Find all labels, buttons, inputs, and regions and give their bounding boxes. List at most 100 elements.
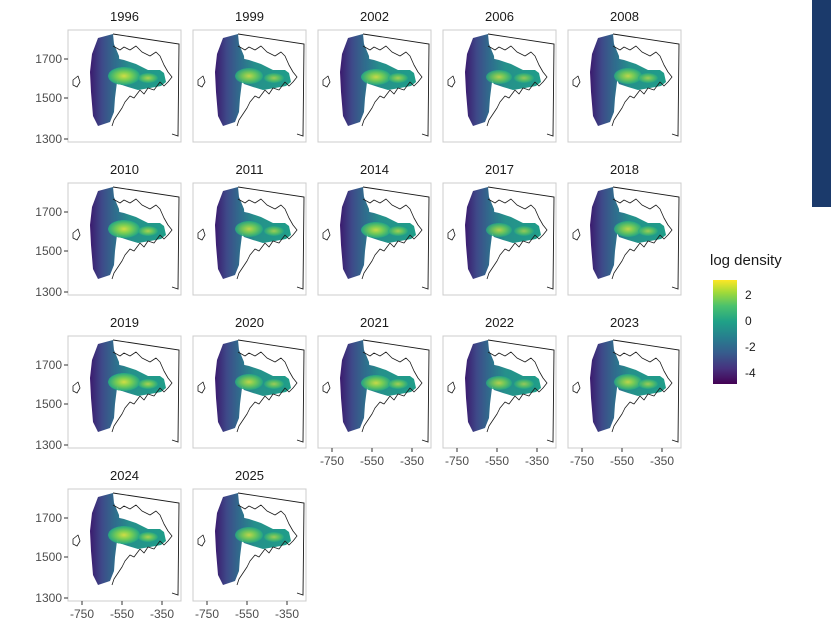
panel-2002 [317,29,432,143]
x-tick-label: -750 [70,607,94,621]
legend-tick [737,295,742,296]
region-outline [237,339,305,443]
island-outline [322,381,331,394]
density-hotspot [108,373,140,391]
density-region-west [215,340,245,432]
region-outline [362,339,430,443]
panel-1996 [67,29,182,143]
y-tick-label: 1700 [35,358,62,372]
island-outline [322,228,331,241]
coastline [361,45,423,127]
density-hotspot [138,73,158,83]
density-hotspot [235,374,263,390]
density-hotspot [388,226,408,236]
y-tick-label: 1300 [35,132,62,146]
density-hotspot [486,70,512,84]
island-outline [72,534,81,547]
panel-frame [192,335,307,449]
x-tick-label: -550 [110,607,134,621]
density-region-west [90,340,120,432]
region-outline [612,339,680,443]
panel-title: 2014 [360,162,389,177]
density-hotspot [388,379,408,389]
density-region-west [590,340,620,432]
legend-tick [737,373,742,374]
island-outline [447,75,456,88]
x-tick-label: -550 [485,454,509,468]
panel-2019 [67,335,182,449]
panel-frame [192,488,307,602]
density-hotspot [514,379,534,389]
coastline [361,351,423,433]
y-tick-label: 1700 [35,205,62,219]
density-region-west [215,187,245,279]
density-hotspot [108,67,140,85]
y-tick-label: 1500 [35,397,62,411]
density-hotspot [486,223,512,237]
density-hotspot [138,379,158,389]
panel-title: 2002 [360,9,389,24]
density-hotspot [638,73,658,83]
panel-2008 [567,29,682,143]
panel-2024 [67,488,182,602]
x-tick-label: -350 [400,454,424,468]
density-hotspot [638,226,658,236]
region-outline [237,492,305,596]
density-hotspot [514,73,534,83]
panel-2022 [442,335,557,449]
density-region-west [465,34,495,126]
region-outline [112,33,180,137]
panel-frame [442,182,557,296]
coastline [236,504,298,586]
region-outline [237,33,305,137]
region-outline [112,186,180,290]
density-hotspot [138,226,158,236]
x-tick-label: -350 [150,607,174,621]
panel-title: 2022 [485,315,514,330]
coastline [236,198,298,280]
panel-2023 [567,335,682,449]
panel-2025 [192,488,307,602]
panel-frame [567,182,682,296]
x-tick-label: -750 [195,607,219,621]
x-tick-label: -550 [235,607,259,621]
island-outline [72,381,81,394]
coastline [611,351,673,433]
density-hotspot [614,221,642,237]
density-hotspot [264,226,284,236]
region-outline [612,186,680,290]
density-hotspot [138,532,158,542]
density-hotspot [108,526,140,544]
coastline [361,198,423,280]
legend-title: log density [710,252,782,269]
panel-2010 [67,182,182,296]
legend-label: 0 [745,314,752,328]
region-outline [487,186,555,290]
density-region-west [465,340,495,432]
color-legend: log density 2 0 -2 -4 [708,250,818,390]
y-tick-label: 1700 [35,52,62,66]
region-outline [487,339,555,443]
density-region-west [215,34,245,126]
legend-tick [737,347,742,348]
region-outline [112,492,180,596]
island-outline [572,381,581,394]
x-tick-label: -350 [650,454,674,468]
panel-title: 2008 [610,9,639,24]
panel-title: 2010 [110,162,139,177]
y-tick-label: 1300 [35,591,62,605]
coastline [486,198,548,280]
density-region-west [90,187,120,279]
panel-frame [442,335,557,449]
x-tick-label: -750 [445,454,469,468]
panel-frame [67,29,182,143]
density-hotspot [264,379,284,389]
density-hotspot [264,73,284,83]
density-region-west [215,493,245,585]
density-hotspot [235,527,263,543]
density-hotspot [514,226,534,236]
density-region-west [340,187,370,279]
island-outline [572,75,581,88]
legend-label: -2 [745,340,756,354]
panel-title: 1996 [110,9,139,24]
